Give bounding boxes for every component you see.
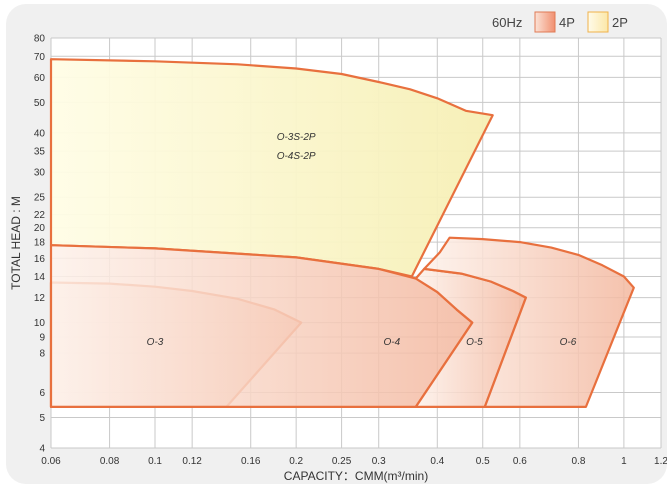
x-tick-label: 0.4 [430, 456, 444, 467]
x-tick-label: 0.3 [372, 456, 386, 467]
y-tick-label: 80 [34, 34, 46, 45]
y-tick-label: 16 [34, 254, 46, 265]
y-tick-label: 18 [34, 238, 46, 249]
legend: 60Hz 4P 2P [492, 11, 628, 33]
region-label: O-5 [466, 337, 483, 348]
tick-labels: 0.06 0.08 0.1 0.12 0.16 0.2 0.25 0.3 0.4 0.5 0.6 0.… [34, 34, 667, 468]
x-tick-label: 0.5 [476, 456, 490, 467]
y-tick-label: 22 [34, 210, 46, 221]
y-tick-label: 20 [34, 223, 46, 234]
y-tick-label: 40 [34, 128, 46, 139]
y-tick-label: 4 [39, 444, 45, 455]
area-o-6 [423, 236, 635, 408]
y-tick-label: 9 [39, 333, 45, 344]
y-tick-label: 70 [34, 52, 46, 63]
y-tick-label: 25 [34, 193, 46, 204]
y-tick-label: 6 [39, 388, 45, 399]
y-tick-label: 12 [34, 293, 46, 304]
y-tick-label: 60 [34, 73, 46, 84]
x-tick-label: 1 [621, 456, 627, 467]
y-axis-label: TOTAL HEAD : M [9, 196, 23, 290]
y-tick-label: 5 [39, 413, 45, 424]
x-tick-label: 0.6 [513, 456, 527, 467]
region-label: O-3S-2P [277, 132, 316, 143]
region-label: O-4S-2P [277, 151, 316, 162]
x-tick-label: 0.8 [571, 456, 585, 467]
x-tick-label: 0.16 [241, 456, 261, 467]
x-tick-label: 0.1 [148, 456, 162, 467]
region-label: O-6 [560, 337, 577, 348]
series-areas [49, 58, 635, 408]
region-label: O-4 [384, 337, 401, 348]
x-tick-label: 0.12 [182, 456, 202, 467]
legend-swatch-2p [587, 11, 609, 33]
region-label: O-3 [147, 337, 164, 348]
legend-swatch-4p [534, 11, 556, 33]
x-tick-label: 1.2 [654, 456, 667, 467]
legend-label-4p: 4P [559, 15, 575, 30]
y-tick-label: 10 [34, 318, 46, 329]
y-tick-label: 35 [34, 147, 46, 158]
y-tick-label: 14 [34, 272, 46, 283]
legend-frequency: 60Hz [492, 15, 522, 30]
legend-label-2p: 2P [612, 15, 628, 30]
region-labels: O-3S-2P O-4S-2P O-3 O-4 O-5 O-6 [147, 132, 577, 348]
y-tick-label: 8 [39, 349, 45, 360]
x-tick-label: 0.25 [332, 456, 352, 467]
x-tick-label: 0.06 [41, 456, 61, 467]
x-axis-label: CAPACITY：CMM(m³/min) [284, 469, 428, 483]
x-tick-label: 0.08 [100, 456, 120, 467]
y-tick-label: 30 [34, 168, 46, 179]
y-tick-label: 50 [34, 98, 46, 109]
x-tick-label: 0.2 [289, 456, 303, 467]
